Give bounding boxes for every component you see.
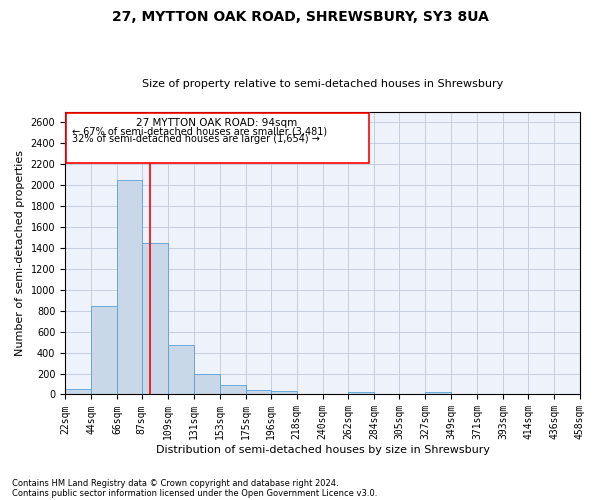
Bar (271, 392, 296, 394)
FancyBboxPatch shape (65, 112, 368, 162)
Text: Contains HM Land Registry data © Crown copyright and database right 2024.: Contains HM Land Registry data © Crown c… (12, 478, 338, 488)
Bar (117, 180, 142, 394)
Bar (349, 392, 374, 394)
Bar (220, 384, 246, 394)
Text: 27 MYTTON OAK ROAD: 94sqm: 27 MYTTON OAK ROAD: 94sqm (136, 118, 298, 128)
Bar (194, 374, 220, 394)
Text: ← 67% of semi-detached houses are smaller (3,481): ← 67% of semi-detached houses are smalle… (71, 126, 326, 136)
Text: Contains public sector information licensed under the Open Government Licence v3: Contains public sector information licen… (12, 488, 377, 498)
X-axis label: Distribution of semi-detached houses by size in Shrewsbury: Distribution of semi-detached houses by … (155, 445, 490, 455)
Bar (168, 346, 194, 395)
Text: 27, MYTTON OAK ROAD, SHREWSBURY, SY3 8UA: 27, MYTTON OAK ROAD, SHREWSBURY, SY3 8UA (112, 10, 488, 24)
Bar (91, 306, 117, 394)
Text: 32% of semi-detached houses are larger (1,654) →: 32% of semi-detached houses are larger (… (71, 134, 319, 144)
Bar (425, 392, 451, 394)
Bar (65, 389, 91, 394)
Bar (142, 243, 168, 394)
Y-axis label: Number of semi-detached properties: Number of semi-detached properties (15, 150, 25, 356)
Bar (246, 390, 271, 394)
Title: Size of property relative to semi-detached houses in Shrewsbury: Size of property relative to semi-detach… (142, 79, 503, 89)
